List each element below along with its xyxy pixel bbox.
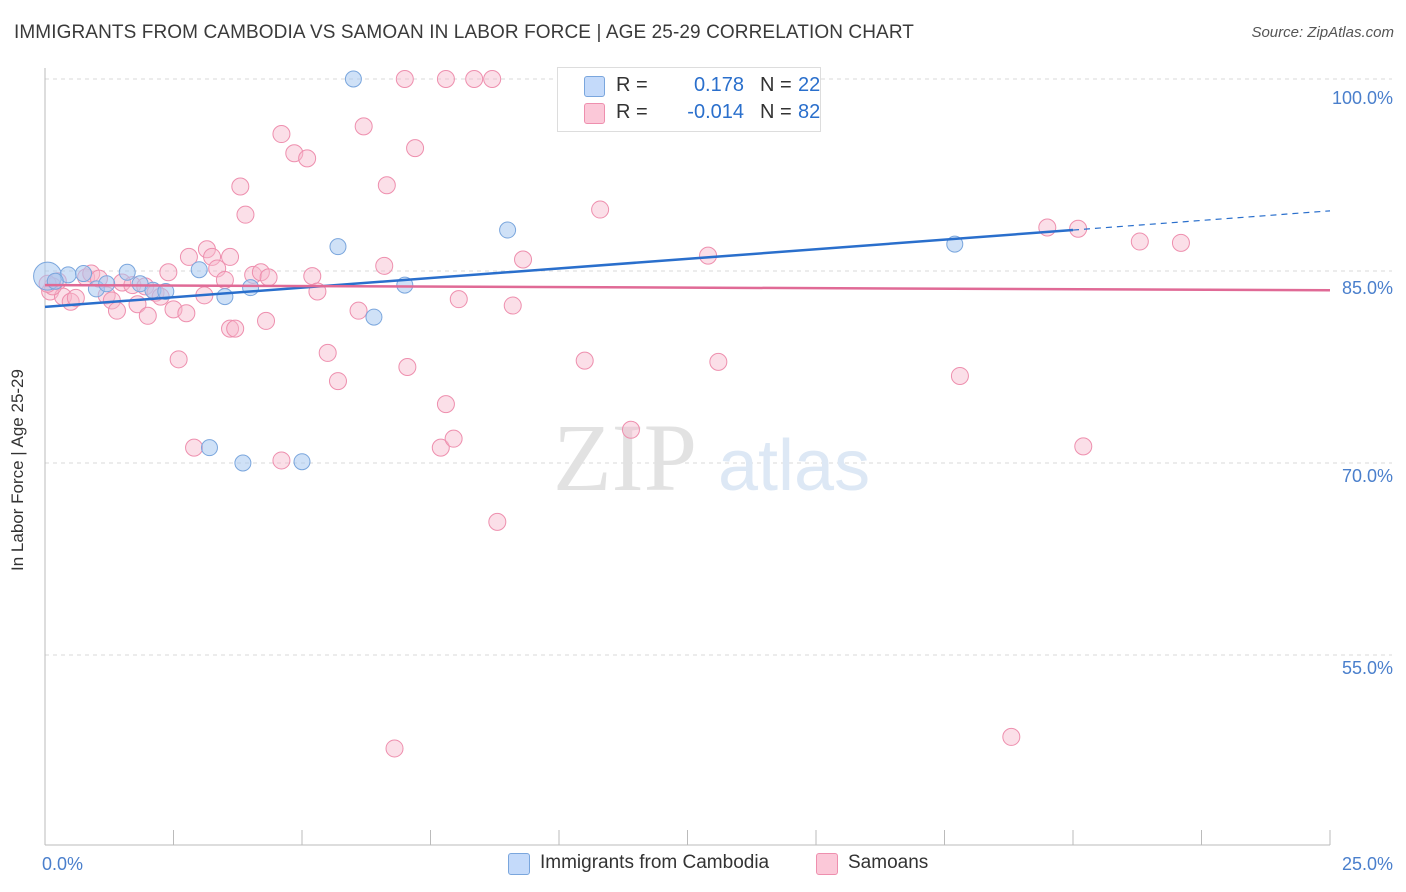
bottom-legend-swatch-cambodia [508,853,530,875]
samoans-point [1074,437,1093,456]
cambodia-point [200,439,218,457]
watermark-atlas: atlas [718,426,870,506]
samoans-point [318,343,337,362]
samoans-point [488,512,507,531]
samoans-point [259,268,278,287]
cambodia-trend-line [44,228,1074,309]
samoans-point [349,301,368,320]
x-tick-label: 25.0% [1342,854,1393,874]
samoans-point [177,304,196,323]
samoans-point [272,451,291,470]
cambodia-point [329,238,347,256]
y-tick-label: 100.0% [1332,88,1393,108]
cambodia-point [98,275,116,293]
samoans-point [226,319,245,338]
cambodia-point [118,263,136,281]
cambodia-points [33,70,964,472]
samoans-point [257,311,276,330]
samoans-point [436,70,455,88]
trend-lines [44,210,1331,309]
samoans-point [395,70,414,88]
cambodia-point [234,454,252,472]
cambodia-point [365,308,383,326]
y-tick-label: 55.0% [1342,658,1393,678]
samoans-point [169,350,188,369]
cambodia-point [499,221,517,239]
chart-title: IMMIGRANTS FROM CAMBODIA VS SAMOAN IN LA… [14,22,914,43]
legend-swatch-samoans [584,103,605,124]
x-tick-label: 0.0% [42,854,83,874]
samoans-point [709,352,728,371]
samoans-point [436,395,455,414]
samoans-point [591,200,610,219]
y-tick-label: 70.0% [1342,466,1393,486]
samoans-point [431,438,450,457]
samoans-point [465,70,484,88]
samoans-point [272,125,291,144]
legend-n-label: N = [760,74,792,96]
samoans-point [375,256,394,275]
samoans-point [406,139,425,158]
samoans-point [385,739,404,758]
legend-r-value-cambodia: 0.178 [693,74,744,96]
cambodia-point [75,265,93,283]
samoans-point [303,267,322,286]
source-label: Source: ZipAtlas.com [1251,24,1394,41]
legend-n-label: N = [760,101,792,123]
samoans-point [503,296,522,315]
samoans-point [1002,727,1021,746]
bottom-legend-swatch-samoans [816,853,838,875]
cambodia-trend-extension [1072,210,1331,231]
samoans-point [1130,232,1149,251]
watermark: ZIP atlas [553,404,870,511]
legend-n-value-cambodia: 22 [798,74,821,96]
axis-layer [44,68,1331,846]
samoans-point [107,301,126,320]
legend-r-label: R = [616,74,648,96]
legend-n-value-samoans: 82 [798,101,821,123]
samoans-point [575,351,594,370]
samoans-point [66,288,85,307]
legend-swatch-cambodia [584,76,605,97]
cambodia-point [344,70,362,88]
samoans-point [221,319,240,338]
samoans-point [1171,233,1190,252]
samoans-point [398,358,417,376]
samoans-point [159,263,178,282]
legend-r-value-samoans: -0.014 [687,101,744,123]
samoans-point [950,366,969,385]
samoans-point [354,117,373,136]
samoans-point [514,250,533,269]
samoans-point [221,247,240,266]
samoans-point [236,205,255,224]
y-axis-label: In Labor Force | Age 25-29 [8,369,27,571]
samoans-trend-line [44,283,1331,292]
samoans-point [231,177,250,196]
cambodia-point [242,279,260,297]
cambodia-point [157,282,175,300]
samoans-point [444,429,463,448]
samoans-point [298,149,317,168]
samoans-point [621,420,640,439]
samoans-point [377,176,396,195]
cambodia-point [190,261,208,279]
y-tick-label: 85.0% [1342,278,1393,298]
watermark-zip: ZIP [553,404,697,511]
samoans-point [138,306,157,325]
legend-r-label: R = [616,101,648,123]
samoans-point [449,290,468,309]
tick-labels: 55.0% 70.0% 85.0% 100.0% 0.0% 25.0% [42,88,1393,874]
bottom-legend-label-samoans: Samoans [848,852,929,873]
samoans-point [203,247,222,266]
cambodia-point [293,453,311,471]
bottom-legend-label-cambodia: Immigrants from Cambodia [540,852,770,873]
correlation-legend: R = 0.178 N = 22 R = -0.014 N = 82 [557,67,821,132]
cambodia-point [216,288,234,306]
samoans-point [179,247,198,266]
cambodia-point [46,272,64,290]
samoans-point [483,70,502,88]
samoans-point [185,438,204,457]
samoans-point [328,372,347,391]
